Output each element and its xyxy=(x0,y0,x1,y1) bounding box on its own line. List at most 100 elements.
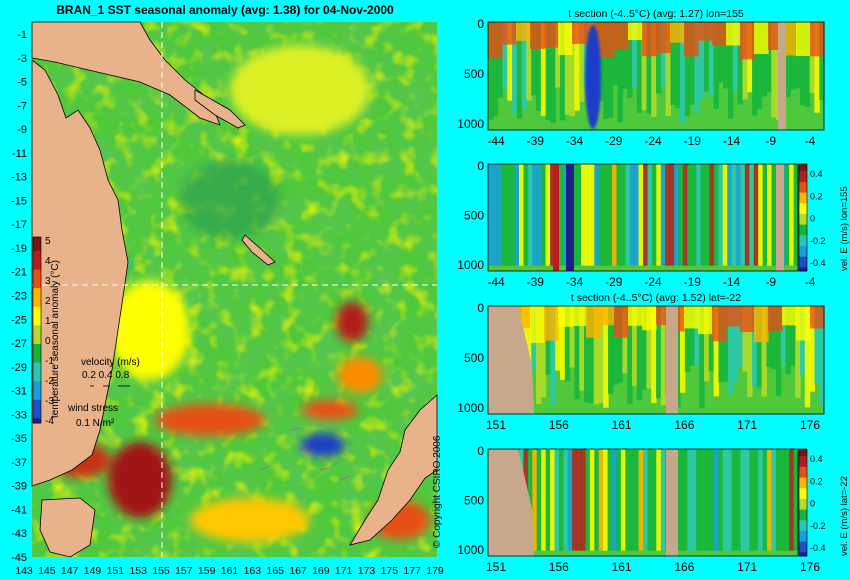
section-y-tick: 500 xyxy=(464,209,484,223)
colorbar-cell xyxy=(799,267,807,272)
section-cell xyxy=(674,164,680,266)
colorbar-cell xyxy=(799,256,807,261)
section-cell xyxy=(550,449,556,551)
colorbar-cell xyxy=(799,231,807,236)
section-cell xyxy=(540,22,547,116)
section-cell xyxy=(569,306,575,368)
section-cell xyxy=(612,449,618,551)
colorbar-cell xyxy=(33,330,41,336)
colorbar-cell xyxy=(799,484,807,489)
section-cell xyxy=(488,22,494,120)
section-cell xyxy=(761,306,767,397)
colorbar-cell xyxy=(799,181,807,186)
section-frame xyxy=(487,21,825,131)
colorbar-cell xyxy=(799,552,807,557)
section-land xyxy=(666,449,678,556)
map-lon-tick: 175 xyxy=(381,565,399,577)
colorbar-cell xyxy=(33,357,41,364)
section-cell xyxy=(598,164,604,266)
section-cell xyxy=(700,164,706,266)
section-y-tick: 500 xyxy=(464,351,484,365)
section-frame xyxy=(487,305,825,415)
map-lon-tick: 143 xyxy=(15,565,33,577)
colorbar-cell xyxy=(799,463,807,468)
section-cell xyxy=(754,306,769,343)
section-cell xyxy=(732,22,739,93)
map-lat-tick: -39 xyxy=(11,481,27,493)
section-cell xyxy=(678,164,684,266)
section-cell xyxy=(682,449,688,551)
map-lat-tick: -9 xyxy=(17,124,27,136)
section-x-tick: -19 xyxy=(684,275,702,289)
section-cell xyxy=(532,164,538,266)
section-cell xyxy=(585,164,591,266)
section-cell xyxy=(629,164,635,266)
section-colorbar-tick: 0.2 xyxy=(810,191,823,201)
section-cell xyxy=(809,22,815,93)
section-cell xyxy=(617,22,623,123)
section-x-tick: -44 xyxy=(487,275,505,289)
colorbar-cell xyxy=(799,246,807,251)
colorbar-cell xyxy=(33,339,41,345)
colorbar-cell xyxy=(799,516,807,521)
new-caledonia-land xyxy=(241,234,276,266)
section-cell xyxy=(496,164,502,266)
map-colorbar-tick: 1 xyxy=(45,316,51,327)
section-cell xyxy=(507,22,513,101)
section-x-tick: -39 xyxy=(527,134,545,148)
colorbar-cell xyxy=(33,288,41,294)
section-x-tick: 166 xyxy=(674,560,694,574)
colorbar-cell xyxy=(799,495,807,500)
new-zealand-land xyxy=(349,394,438,546)
section-cell xyxy=(634,449,640,551)
colorbar-cell xyxy=(799,548,807,553)
section-cell xyxy=(709,164,715,266)
map-lat-tick: -13 xyxy=(11,172,27,184)
map-lat-tick: -7 xyxy=(17,100,27,112)
section-cell xyxy=(642,306,657,331)
section-colorbar xyxy=(798,448,808,557)
section-cell xyxy=(665,22,671,116)
section-cell xyxy=(550,164,556,266)
section-colorbar-tick: 0 xyxy=(810,499,815,509)
section-cell xyxy=(579,306,585,391)
map-colorbar-tick: -4 xyxy=(45,416,54,427)
section-cell xyxy=(728,306,734,394)
colorbar-cell xyxy=(33,278,41,284)
map-lon-tick: 145 xyxy=(38,565,56,577)
colorbar-cell xyxy=(799,452,807,457)
section-cell xyxy=(608,306,614,394)
section-cell xyxy=(629,449,635,551)
section-cell xyxy=(569,22,575,117)
section-cell xyxy=(589,449,595,551)
section-land xyxy=(666,306,678,414)
section-cell xyxy=(682,164,688,266)
section-x-tick: -4 xyxy=(805,134,816,148)
section-cell xyxy=(771,164,777,266)
colorbar-cell xyxy=(799,466,807,471)
map-lon-tick: 179 xyxy=(426,565,444,577)
section-cell xyxy=(742,22,748,100)
colorbar-cell xyxy=(33,362,41,368)
section-cell xyxy=(558,306,573,327)
colorbar-cell xyxy=(33,367,41,373)
colorbar-cell xyxy=(33,376,41,382)
velocity-legend-values: 0.2 0.4 0.8 xyxy=(82,370,130,381)
section-cell xyxy=(809,306,815,392)
colorbar-cell xyxy=(799,531,807,536)
map-lon-tick: 163 xyxy=(244,565,262,577)
colorbar-cell xyxy=(33,292,41,298)
section-cell xyxy=(632,22,638,87)
section-cell xyxy=(550,22,556,123)
map-colorbar-tick: -3 xyxy=(45,396,54,407)
section-cell xyxy=(638,449,644,551)
colorbar-cell xyxy=(799,238,807,243)
section-cell xyxy=(647,449,653,551)
section-cell xyxy=(594,449,600,551)
colorbar-cell xyxy=(33,316,41,322)
map-lon-tick: 155 xyxy=(152,565,170,577)
section-cell xyxy=(488,22,503,59)
australia-land xyxy=(31,59,129,487)
section-cell xyxy=(628,306,643,326)
